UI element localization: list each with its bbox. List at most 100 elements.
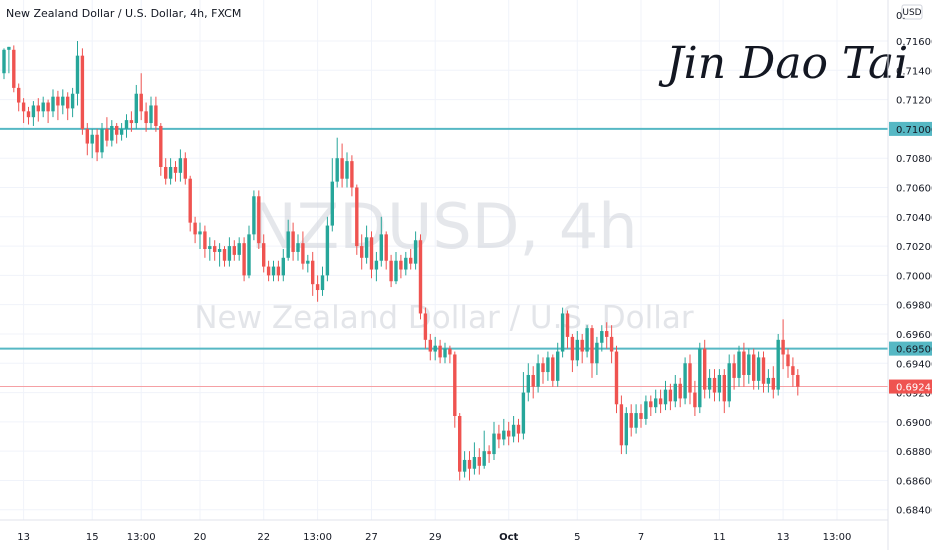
candle — [168, 158, 173, 185]
candle-body — [335, 158, 339, 182]
candle-body — [379, 234, 383, 261]
candle-body — [56, 96, 60, 106]
candle — [178, 149, 183, 182]
candle — [12, 45, 16, 93]
candle-body — [595, 342, 599, 364]
candle-body — [693, 392, 697, 408]
candle — [570, 333, 575, 373]
candle-body — [61, 96, 65, 106]
time-tick-label: 29 — [429, 532, 442, 543]
chart-title: New Zealand Dollar / U.S. Dollar, 4h, FX… — [6, 7, 241, 20]
candle-body — [497, 433, 501, 440]
candle — [394, 251, 398, 285]
candle — [791, 357, 795, 387]
candle-body — [124, 120, 129, 129]
candle-body — [168, 166, 173, 179]
candle — [247, 225, 251, 279]
candle — [75, 41, 80, 106]
candle — [619, 395, 624, 455]
watermark-description: New Zealand Dollar / U.S. Dollar — [194, 300, 694, 336]
candle-body — [688, 363, 692, 393]
candle-body — [467, 459, 472, 469]
candle-body — [389, 260, 393, 282]
candle — [350, 155, 354, 197]
candle-body — [144, 111, 148, 124]
candle — [560, 307, 565, 358]
candle — [595, 336, 599, 375]
candle — [507, 421, 511, 446]
candle-body — [771, 377, 775, 390]
candle-body — [374, 260, 379, 270]
candle-body — [286, 231, 290, 258]
candle-body — [619, 404, 624, 446]
candle — [7, 46, 11, 74]
candle-body — [786, 354, 790, 367]
candle-body — [526, 374, 530, 393]
candle — [360, 234, 364, 270]
candle — [458, 413, 462, 481]
candle-body — [7, 46, 11, 50]
candle — [203, 225, 207, 258]
candle — [761, 351, 766, 393]
candle — [315, 275, 320, 302]
candle — [257, 190, 261, 250]
candle-body — [301, 243, 305, 264]
currency-badge[interactable]: USD — [901, 4, 923, 20]
candle — [629, 404, 633, 437]
candle — [51, 89, 55, 118]
candle — [340, 143, 344, 188]
candle — [462, 451, 467, 478]
candle — [732, 354, 736, 390]
candle-body — [727, 363, 731, 402]
candle — [85, 123, 89, 156]
candle-body — [575, 339, 579, 361]
candle-body — [502, 430, 506, 440]
candle — [90, 128, 94, 159]
candle — [404, 251, 408, 276]
candle — [575, 331, 579, 367]
time-axis[interactable]: 13 15 13:00 20 22 13:00 27 29 Oct 5 7 11 13 13:00 — [17, 532, 851, 543]
candle — [418, 234, 423, 320]
candle-body — [531, 374, 535, 387]
candle-body — [546, 357, 550, 373]
candle — [296, 234, 300, 261]
candle — [129, 111, 134, 132]
candle — [678, 377, 682, 408]
candle-body — [242, 243, 246, 276]
candle-body — [521, 392, 526, 434]
candle — [590, 325, 594, 378]
candle-body — [423, 313, 428, 340]
candle-body — [551, 357, 555, 381]
candle — [70, 87, 75, 118]
time-tick-label: 13:00 — [127, 532, 156, 543]
candle-body — [36, 105, 40, 112]
candle-body — [178, 158, 183, 173]
candle-body — [761, 357, 766, 384]
candle-body — [605, 331, 609, 337]
candle-body — [217, 249, 222, 252]
candle-body — [413, 240, 418, 264]
candle — [159, 123, 163, 176]
candle — [271, 260, 276, 282]
candle-body — [639, 413, 643, 419]
candle — [208, 237, 212, 261]
candle — [786, 348, 790, 378]
candle-body — [600, 331, 604, 343]
candle — [585, 325, 589, 358]
candle-body — [188, 178, 192, 223]
time-tick-label: 13 — [17, 532, 30, 543]
candle-body — [609, 336, 614, 352]
candle — [556, 342, 560, 387]
time-tick-label: 13:00 — [823, 532, 852, 543]
candle-body — [590, 328, 594, 364]
author-signature: Jin Dao Tai — [658, 38, 908, 89]
candle-body — [781, 339, 785, 355]
candle — [766, 369, 771, 393]
